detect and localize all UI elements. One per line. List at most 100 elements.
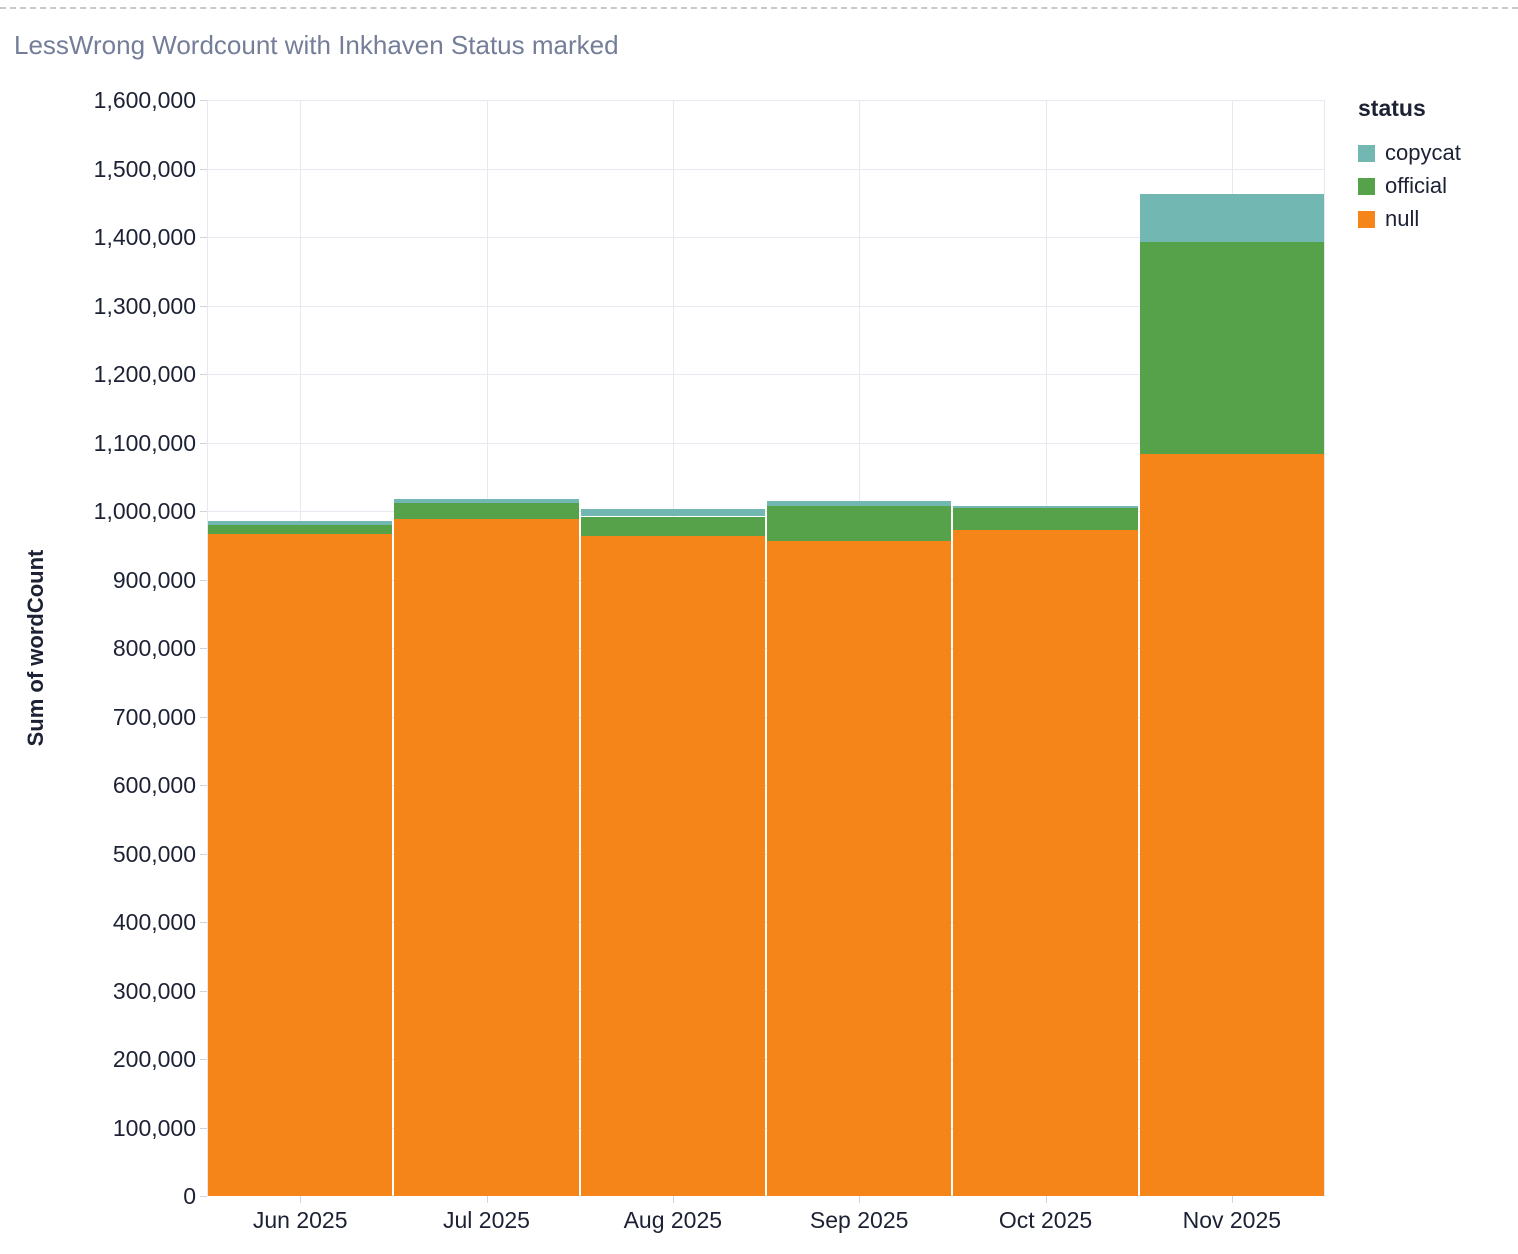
y-tick-label: 400,000 [112,909,196,935]
bar-segment-copycat [767,501,952,507]
y-gridline [207,785,1325,786]
bar-segment-null [394,519,579,1196]
plot-area [207,100,1325,1196]
y-gridline [207,648,1325,649]
y-tick-label: 800,000 [112,635,196,661]
bar-segment-copycat [1139,193,1324,242]
y-gridline [207,1059,1325,1060]
y-gridline [207,853,1325,855]
y-gridline [207,1127,1325,1129]
y-gridline [207,237,1325,238]
y-gridline [207,374,1325,375]
bar-segment-null [953,530,1138,1196]
y-axis-tick [200,374,207,375]
chart-title: LessWrong Wordcount with Inkhaven Status… [14,30,619,60]
y-axis-tick [200,1196,207,1197]
legend-items: copycat official null [1358,142,1516,230]
y-tick-label: 600,000 [112,772,196,798]
y-tick-label: 1,200,000 [93,361,196,387]
bar-segment-null [1139,454,1324,1196]
y-axis-tick [200,305,207,307]
y-axis-tick [200,853,207,855]
y-tick-label: 1,100,000 [93,429,196,456]
x-axis-tick [1045,1196,1047,1203]
x-tick-label: Jun 2025 [252,1207,348,1233]
x-axis-tick [486,1196,488,1203]
y-axis-tick [200,1127,207,1129]
bar-segment-copycat [580,508,765,517]
legend-label: null [1385,206,1420,231]
bar-segment-official [1139,241,1324,455]
x-tick-label: Nov 2025 [1182,1207,1282,1233]
y-gridline [207,579,1325,581]
y-axis-tick [200,648,207,649]
y-gridline [207,168,1325,170]
y-tick-label: 1,000,000 [93,498,196,524]
x-tick-label: Aug 2025 [623,1207,723,1233]
y-tick-label: 1,500,000 [93,155,196,182]
legend-item-official: official [1358,175,1516,197]
x-axis-tick [672,1196,674,1203]
bar-segment-official [953,507,1138,531]
bar-segment-null [208,534,393,1196]
y-tick-label: 700,000 [112,703,196,730]
y-tick-label: 1,600,000 [93,87,196,113]
bar-segment-official [580,516,765,536]
y-tick-label: 200,000 [112,1046,196,1072]
y-gridline [207,511,1325,512]
bar-jun-2025 [208,521,393,1196]
y-axis-tick [200,100,207,101]
y-gridline [207,716,1325,718]
bar-segment-null [767,541,952,1196]
y-gridline [207,305,1325,307]
legend-title: status [1358,95,1426,121]
bar-segment-copycat [394,499,579,503]
y-tick-label: 100,000 [112,1114,196,1141]
y-axis-tick [200,579,207,581]
y-axis-tick [200,168,207,170]
y-axis-tick [200,716,207,718]
y-axis-tick [200,922,207,923]
bar-sep-2025 [767,501,952,1196]
x-tick-label: Jul 2025 [443,1207,530,1233]
x-axis-tick [859,1196,861,1203]
y-axis-tick [200,511,207,512]
x-axis-tick [300,1196,302,1203]
y-gridline [207,922,1325,923]
legend-item-copycat: copycat [1358,142,1516,164]
legend-item-null: null [1358,208,1516,230]
y-tick-label: 0 [183,1183,196,1209]
bar-segment-official [767,506,952,542]
bar-segment-official [394,502,579,520]
legend-swatch-copycat [1358,144,1375,162]
y-tick-label: 1,400,000 [93,224,196,250]
y-axis-tick [200,785,207,786]
bar-segment-copycat [208,521,393,526]
x-axis-tick [1231,1196,1233,1203]
legend-label: copycat [1385,140,1461,165]
y-gridline [207,100,1325,101]
y-axis-tick [200,990,207,992]
bar-segment-official [208,525,393,535]
x-tick-label: Oct 2025 [998,1207,1093,1233]
cell-divider [0,7,1518,9]
y-axis-tick [200,1059,207,1060]
y-tick-label: 300,000 [112,977,196,1004]
y-gridline [207,442,1325,444]
bar-segment-null [580,535,765,1196]
y-tick-label: 1,300,000 [93,292,196,319]
bar-oct-2025 [953,505,1138,1196]
legend: status copycat official null [1358,95,1516,241]
y-tick-label: 900,000 [112,566,196,593]
y-axis-tick [200,237,207,238]
bar-jul-2025 [394,499,579,1196]
bar-segment-copycat [953,505,1138,508]
legend-swatch-official [1358,177,1375,195]
legend-label: official [1385,173,1447,198]
legend-swatch-null [1358,210,1375,228]
y-axis-tick [200,442,207,444]
x-tick-label: Sep 2025 [809,1207,909,1233]
y-gridline [207,990,1325,992]
y-tick-label: 500,000 [112,840,196,867]
